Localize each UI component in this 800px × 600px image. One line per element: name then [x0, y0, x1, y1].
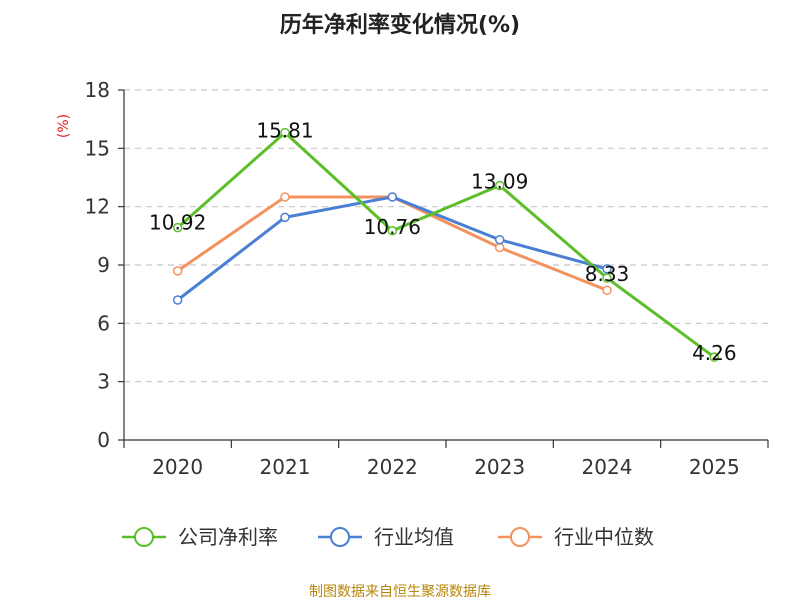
legend-label: 行业中位数	[554, 525, 654, 549]
y-tick-label: 15	[85, 136, 110, 160]
axes: 0 3 6 9 12 15 18 2020 2021 2022 2023 2024 2025	[85, 78, 769, 479]
y-tick-label: 3	[97, 370, 110, 394]
data-point-series-0-1[interactable]	[280, 127, 290, 138]
data-point-series-1-3[interactable]	[494, 234, 505, 245]
data-point-series-0-0[interactable]	[172, 222, 183, 233]
series-lines	[172, 127, 720, 362]
data-label-2020: 10.92	[149, 211, 206, 235]
x-tick-label-2025: 2025	[689, 455, 740, 479]
legend[interactable]: 公司净利率 行业均值 行业中位数	[122, 525, 654, 549]
data-point-series-1-4[interactable]	[602, 264, 612, 274]
data-label-2023: 13.09	[471, 169, 528, 193]
y-tick-label: 18	[85, 78, 110, 102]
x-tick-label-2020: 2020	[152, 455, 203, 479]
data-point-series-2-4[interactable]	[602, 285, 612, 296]
legend-item-0[interactable]: 公司净利率	[122, 525, 278, 549]
data-point-series-2-1[interactable]	[280, 192, 290, 202]
series-line-1	[176, 195, 608, 302]
data-labels: 10.92 15.81 10.76 13.09 8.33 4.26	[149, 119, 737, 366]
series-line-0	[176, 131, 716, 359]
data-point-series-0-4[interactable]	[602, 273, 612, 283]
legend-swatch-marker	[330, 527, 350, 547]
data-label-2024: 8.33	[585, 262, 630, 286]
data-source-note: 制图数据来自恒生聚源数据库	[309, 584, 491, 600]
data-point-series-1-2[interactable]	[387, 192, 398, 202]
y-tick-label: 12	[85, 195, 110, 219]
data-point-series-2-0[interactable]	[172, 266, 183, 276]
data-label-2021: 15.81	[256, 119, 313, 143]
x-tick-label-2024: 2024	[582, 455, 633, 479]
data-point-series-0-3[interactable]	[494, 180, 505, 191]
legend-item-1[interactable]: 行业均值	[318, 525, 454, 549]
data-point-series-2-3[interactable]	[494, 242, 505, 253]
grid-lines	[124, 89, 768, 383]
x-tick-label-2023: 2023	[474, 455, 525, 479]
data-label-2022: 10.76	[364, 215, 421, 239]
data-point-series-0-5[interactable]	[709, 352, 720, 362]
x-tick-label-2021: 2021	[260, 455, 311, 479]
legend-swatch-marker	[134, 527, 154, 547]
y-tick-label: 9	[97, 253, 110, 277]
y-tick-label: 6	[97, 311, 110, 335]
chart-title: 历年净利率变化情况(%)	[280, 12, 520, 38]
x-tick-label-2022: 2022	[367, 455, 418, 479]
y-tick-label: 0	[97, 428, 110, 452]
legend-swatch-marker	[510, 527, 530, 547]
legend-label: 公司净利率	[178, 525, 278, 549]
data-point-series-1-0[interactable]	[172, 295, 183, 305]
y-axis-unit-label: (%)	[56, 114, 72, 138]
legend-label: 行业均值	[374, 525, 454, 549]
series-line-2	[176, 195, 608, 292]
data-point-series-1-1[interactable]	[280, 212, 290, 223]
data-point-series-0-2[interactable]	[387, 226, 398, 236]
legend-item-2[interactable]: 行业中位数	[498, 525, 654, 549]
data-label-2025: 4.26	[692, 341, 737, 365]
